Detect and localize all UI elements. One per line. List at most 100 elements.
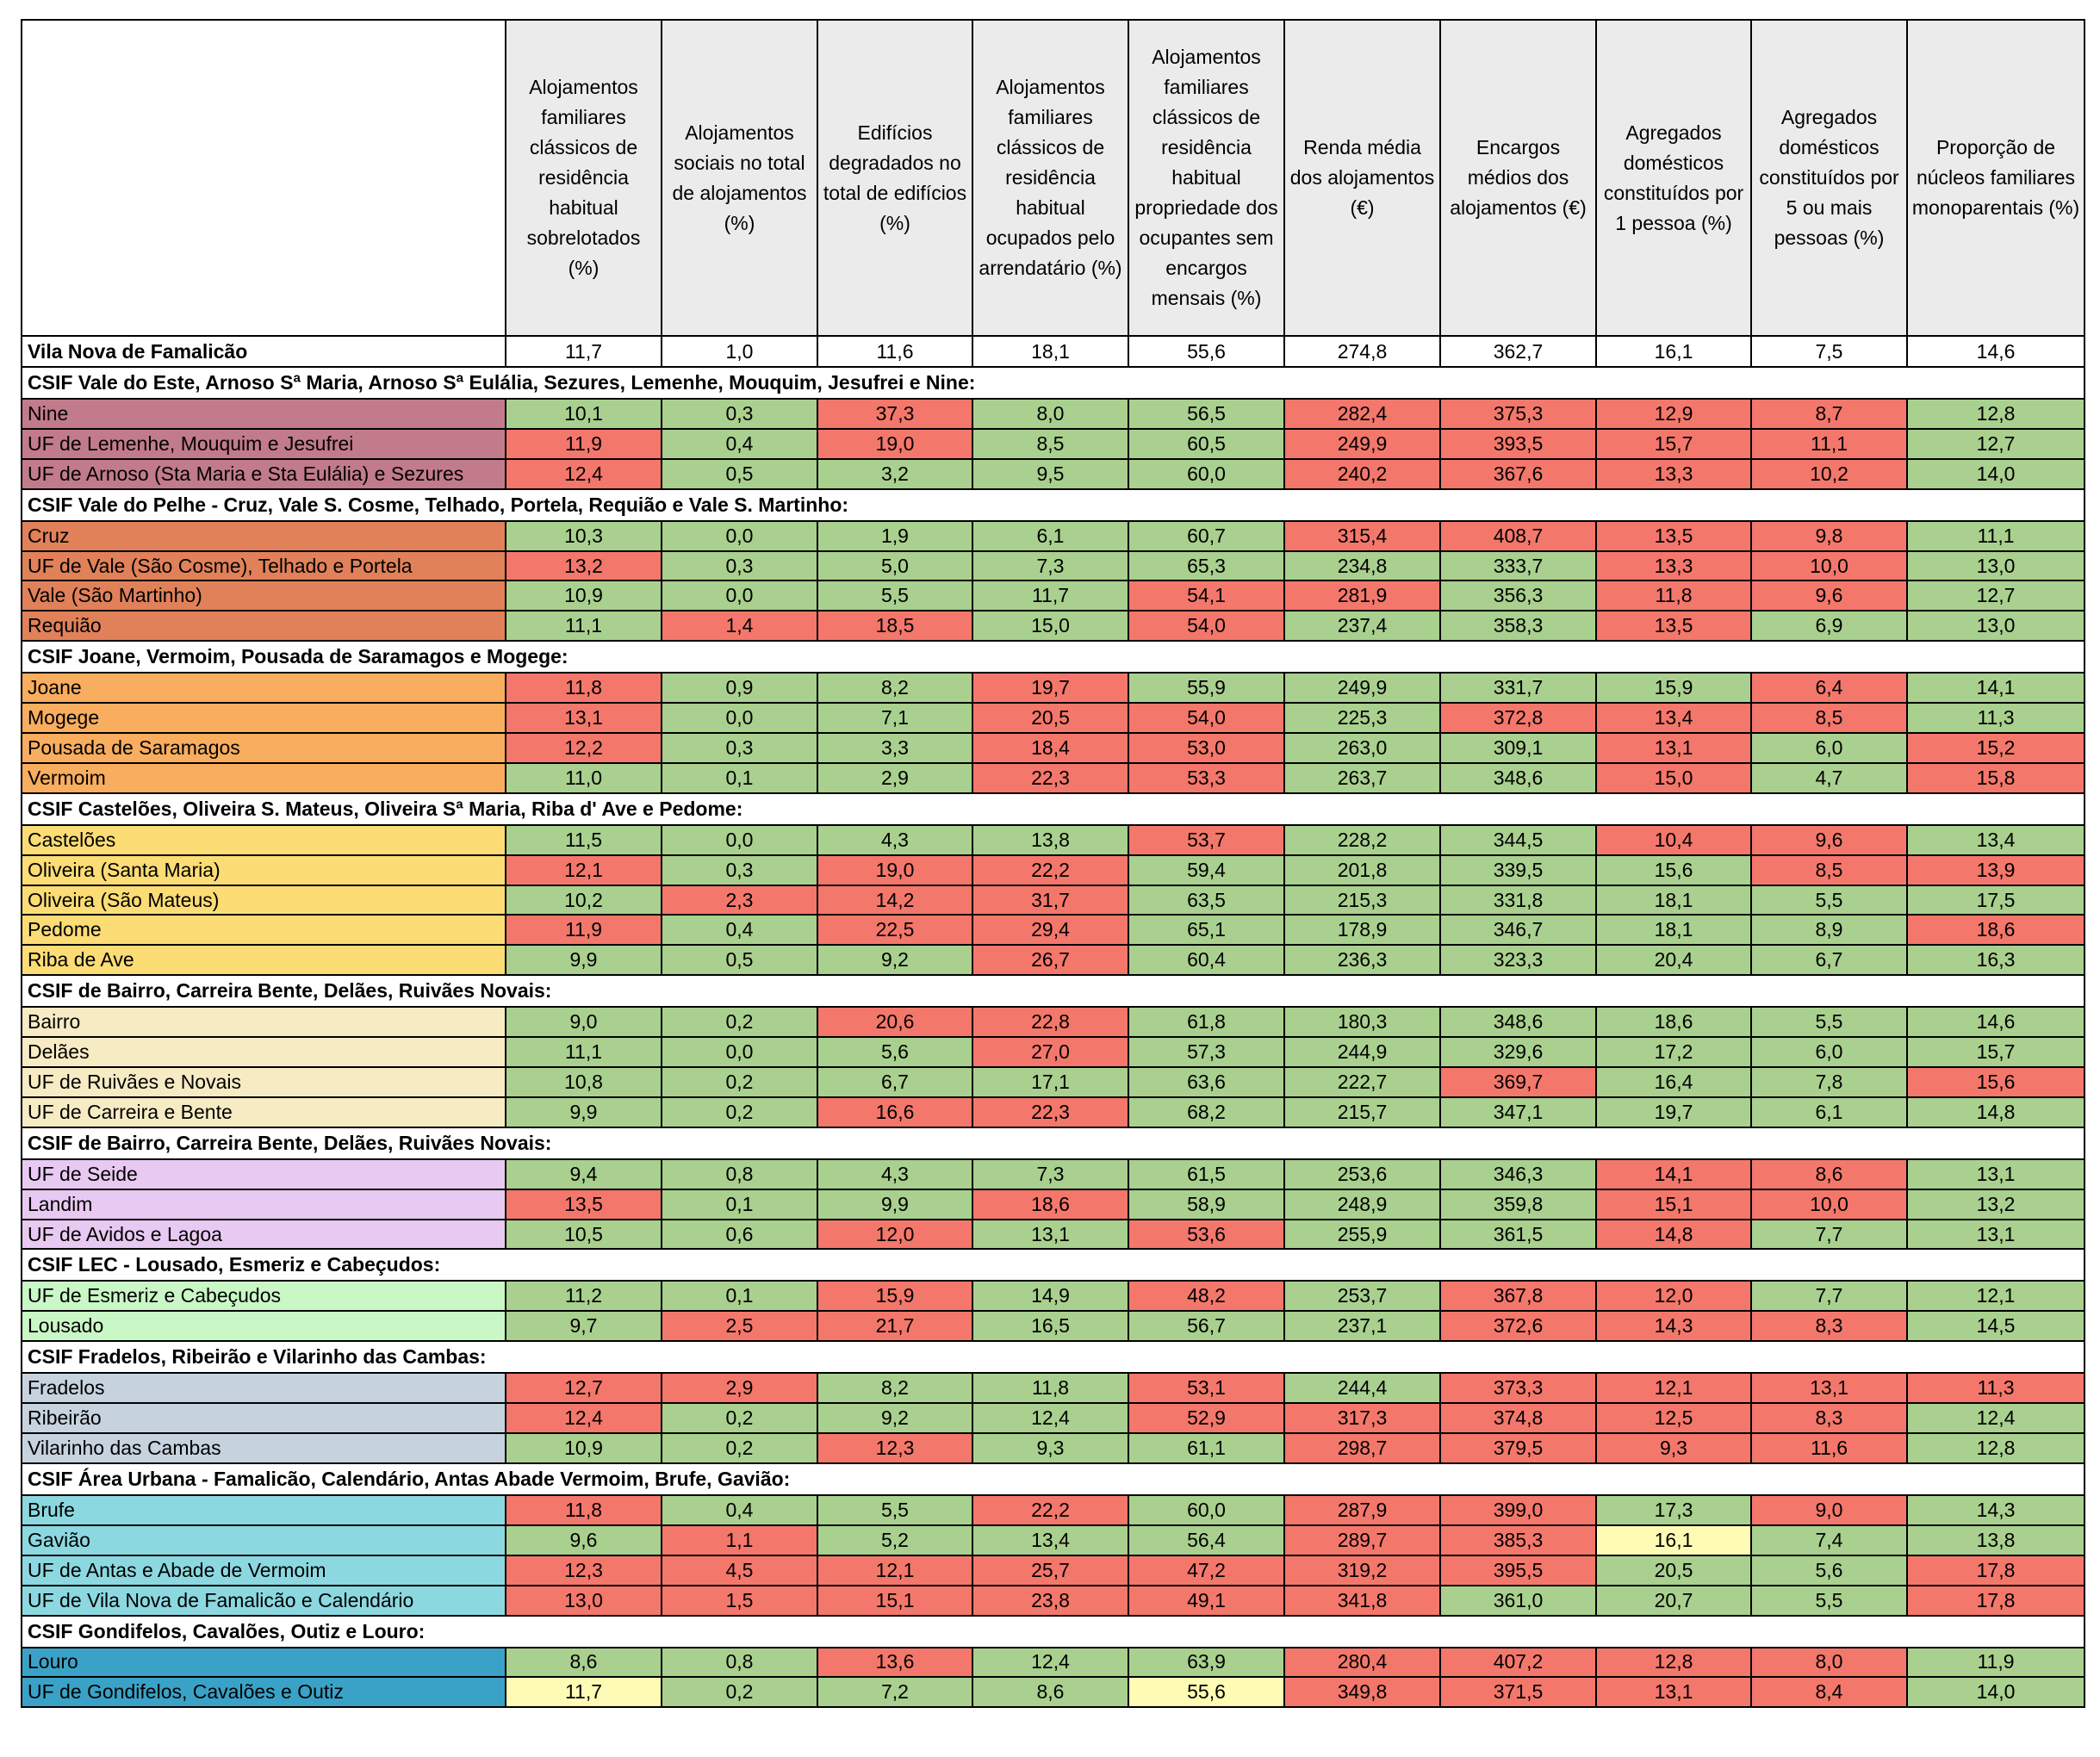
table-row: UF de Vale (São Cosme), Telhado e Portel… xyxy=(21,549,2085,582)
value-cell: 6,9 xyxy=(1750,610,1908,643)
value-cell: 4,3 xyxy=(817,1158,973,1190)
value-cell: 385,3 xyxy=(1439,1524,1597,1556)
value-cell: 0,2 xyxy=(661,1432,818,1464)
column-header: Agregados domésticos constituídos por 1 … xyxy=(1595,19,1752,337)
row-label: UF de Antas e Abade de Vermoim xyxy=(21,1554,506,1586)
value-cell: 18,1 xyxy=(1595,884,1752,916)
value-cell: 10,3 xyxy=(505,519,662,552)
value-cell: 16,1 xyxy=(1595,1524,1752,1556)
value-cell: 372,6 xyxy=(1439,1310,1597,1343)
table-row: Oliveira (Santa Maria) 12,1 0,3 19,0 22,2 59,… xyxy=(21,854,2085,886)
group-title: CSIF Área Urbana - Famalicão, Calendário… xyxy=(21,1462,2085,1496)
value-cell: 14,9 xyxy=(972,1280,1129,1313)
value-cell: 22,2 xyxy=(972,854,1129,886)
group-title: CSIF de Bairro, Carreira Bente, Delães, … xyxy=(21,1126,2085,1160)
value-cell: 228,2 xyxy=(1283,823,1441,856)
value-cell: 263,0 xyxy=(1283,732,1441,764)
value-cell: 10,0 xyxy=(1750,549,1908,582)
value-cell: 18,1 xyxy=(972,335,1129,368)
table-row: Pousada de Saramagos 12,2 0,3 3,3 18,4 53,0 26… xyxy=(21,732,2085,764)
value-cell: 333,7 xyxy=(1439,549,1597,582)
value-cell: 22,8 xyxy=(972,1006,1129,1039)
value-cell: 53,7 xyxy=(1128,823,1285,856)
row-label: Bairro xyxy=(21,1006,506,1039)
value-cell: 58,9 xyxy=(1128,1188,1285,1220)
value-cell: 11,2 xyxy=(505,1280,662,1313)
value-cell: 15,7 xyxy=(1595,427,1752,460)
value-cell: 0,4 xyxy=(661,427,818,460)
value-cell: 319,2 xyxy=(1283,1554,1441,1586)
row-label: UF de Seide xyxy=(21,1158,506,1190)
value-cell: 9,2 xyxy=(817,944,973,977)
value-cell: 8,3 xyxy=(1750,1310,1908,1343)
value-cell: 21,7 xyxy=(817,1310,973,1343)
value-cell: 249,9 xyxy=(1283,672,1441,705)
column-header: Encargos médios dos alojamentos (€) xyxy=(1439,19,1597,337)
value-cell: 0,3 xyxy=(661,732,818,764)
value-cell: 367,6 xyxy=(1439,457,1597,490)
value-cell: 12,4 xyxy=(505,457,662,490)
value-cell: 0,2 xyxy=(661,1676,818,1709)
value-cell: 358,3 xyxy=(1439,610,1597,643)
value-cell: 9,3 xyxy=(1595,1432,1752,1464)
value-cell: 17,1 xyxy=(972,1066,1129,1098)
value-cell: 8,7 xyxy=(1750,398,1908,430)
value-cell: 7,8 xyxy=(1750,1066,1908,1098)
value-cell: 14,6 xyxy=(1906,335,2085,368)
table-row: Vilarinho das Cambas 10,9 0,2 12,3 9,3 61,1 29… xyxy=(21,1432,2085,1464)
table-row: Mogege 13,1 0,0 7,1 20,5 54,0 225,3 372,8 13,4 8,… xyxy=(21,702,2085,735)
table-row: Landim 13,5 0,1 9,9 18,6 58,9 248,9 359,8 15,1 10… xyxy=(21,1188,2085,1220)
value-cell: 60,0 xyxy=(1128,457,1285,490)
column-header: Alojamentos familiares clássicos de resi… xyxy=(505,19,662,337)
value-cell: 249,9 xyxy=(1283,427,1441,460)
group-title: CSIF Joane, Vermoim, Pousada de Saramago… xyxy=(21,640,2085,674)
value-cell: 11,9 xyxy=(505,427,662,460)
table-row: Oliveira (São Mateus) 10,2 2,3 14,2 31,7 63,5… xyxy=(21,884,2085,916)
table-row: UF de Avidos e Lagoa 10,5 0,6 12,0 13,1 53,6 2… xyxy=(21,1218,2085,1251)
value-cell: 7,3 xyxy=(972,1158,1129,1190)
value-cell: 16,4 xyxy=(1595,1066,1752,1098)
value-cell: 3,2 xyxy=(817,457,973,490)
value-cell: 237,4 xyxy=(1283,610,1441,643)
row-label: UF de Esmeriz e Cabeçudos xyxy=(21,1280,506,1313)
value-cell: 15,6 xyxy=(1595,854,1752,886)
value-cell: 9,9 xyxy=(817,1188,973,1220)
value-cell: 13,9 xyxy=(1906,854,2085,886)
value-cell: 15,9 xyxy=(817,1280,973,1313)
value-cell: 7,7 xyxy=(1750,1218,1908,1251)
table-row: Joane 11,8 0,9 8,2 19,7 55,9 249,9 331,7 15,9 6,4… xyxy=(21,672,2085,705)
value-cell: 7,7 xyxy=(1750,1280,1908,1313)
group-title: CSIF Vale do Este, Arnoso Sª Maria, Arno… xyxy=(21,366,2085,400)
value-cell: 6,4 xyxy=(1750,672,1908,705)
value-cell: 12,5 xyxy=(1595,1402,1752,1435)
value-cell: 347,1 xyxy=(1439,1096,1597,1128)
row-label: Vermoim xyxy=(21,761,506,794)
value-cell: 5,5 xyxy=(817,1493,973,1526)
value-cell: 0,8 xyxy=(661,1646,818,1679)
value-cell: 57,3 xyxy=(1128,1036,1285,1069)
value-cell: 359,8 xyxy=(1439,1188,1597,1220)
value-cell: 16,6 xyxy=(817,1096,973,1128)
table-row: Pedome 11,9 0,4 22,5 29,4 65,1 178,9 346,7 18,1 8… xyxy=(21,914,2085,947)
value-cell: 244,9 xyxy=(1283,1036,1441,1069)
row-label: UF de Arnoso (Sta Maria e Sta Eulália) e… xyxy=(21,457,506,490)
group-title: CSIF LEC - Lousado, Esmeriz e Cabeçudos: xyxy=(21,1248,2085,1282)
value-cell: 54,0 xyxy=(1128,702,1285,735)
value-cell: 5,6 xyxy=(817,1036,973,1069)
value-cell: 19,7 xyxy=(972,672,1129,705)
table-row: Vale (São Martinho) 10,9 0,0 5,5 11,7 54,1 281… xyxy=(21,580,2085,612)
data-table: Alojamentos familiares clássicos de resi… xyxy=(21,19,2085,1709)
value-cell: 14,8 xyxy=(1906,1096,2085,1128)
group-header-row: CSIF Gondifelos, Cavalões, Outiz e Louro… xyxy=(21,1614,2085,1648)
value-cell: 8,0 xyxy=(1750,1646,1908,1679)
value-cell: 25,7 xyxy=(972,1554,1129,1586)
value-cell: 9,2 xyxy=(817,1402,973,1435)
value-cell: 379,5 xyxy=(1439,1432,1597,1464)
group-title: CSIF Castelões, Oliveira S. Mateus, Oliv… xyxy=(21,792,2085,826)
value-cell: 48,2 xyxy=(1128,1280,1285,1313)
value-cell: 0,2 xyxy=(661,1096,818,1128)
value-cell: 20,6 xyxy=(817,1006,973,1039)
value-cell: 9,4 xyxy=(505,1158,662,1190)
value-cell: 13,0 xyxy=(1906,610,2085,643)
value-cell: 12,4 xyxy=(1906,1402,2085,1435)
